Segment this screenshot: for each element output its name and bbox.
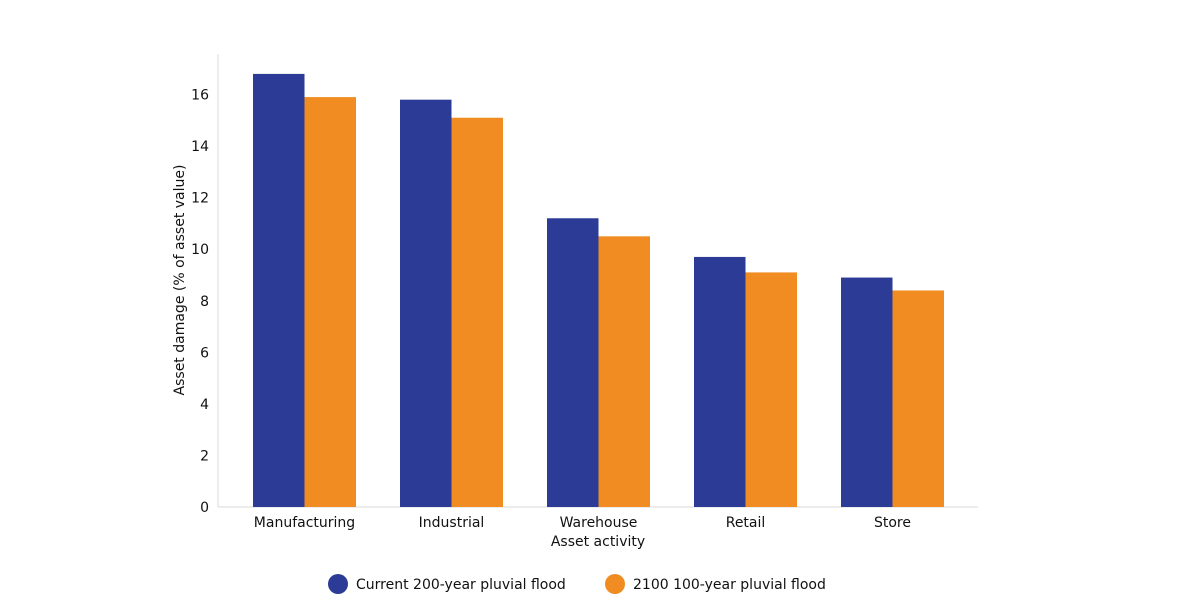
y-tick-label-14: 14 (191, 139, 209, 155)
legend-swatch-current-200-year (328, 574, 348, 594)
x-tick-label-retail: Retail (726, 515, 766, 531)
bar-industrial-series-0 (400, 99, 452, 508)
y-axis-title: Asset damage (% of asset value) (172, 165, 188, 396)
legend-label-current-200-year: Current 200-year pluvial flood (356, 577, 566, 593)
y-tick-label-4: 4 (200, 397, 209, 413)
bars (253, 73, 944, 508)
bar-retail-series-1 (745, 272, 797, 507)
y-tick-label-6: 6 (200, 345, 209, 361)
y-tick-label-2: 2 (200, 448, 209, 464)
x-axis-title: Asset activity (551, 534, 645, 550)
legend: Current 200-year pluvial flood 2100 100-… (328, 574, 826, 594)
x-tick-label-industrial: Industrial (419, 515, 485, 531)
legend-swatch-2100-100-year (605, 574, 625, 594)
y-tick-label-0: 0 (200, 500, 209, 516)
y-tick-label-8: 8 (200, 294, 209, 310)
bar-manufacturing-series-0 (253, 73, 305, 507)
y-tick-label-16: 16 (191, 88, 209, 104)
legend-item-2100-100-year: 2100 100-year pluvial flood (605, 574, 826, 594)
bar-warehouse-series-1 (598, 236, 650, 507)
bar-industrial-series-1 (451, 117, 503, 508)
bar-warehouse-series-0 (547, 218, 599, 507)
x-tick-labels: Manufacturing Industrial Warehouse Retail St… (254, 515, 911, 531)
legend-item-current-200-year: Current 200-year pluvial flood (328, 574, 566, 594)
bar-retail-series-0 (694, 256, 746, 507)
y-tick-label-12: 12 (191, 191, 209, 207)
x-tick-label-store: Store (874, 515, 911, 531)
legend-label-2100-100-year: 2100 100-year pluvial flood (633, 577, 826, 593)
y-tick-labels: 0 2 4 6 8 10 12 14 16 (191, 88, 209, 516)
bar-store-series-0 (841, 277, 893, 507)
x-tick-label-manufacturing: Manufacturing (254, 515, 355, 531)
y-tick-label-10: 10 (191, 242, 209, 258)
bar-store-series-1 (892, 290, 944, 507)
x-tick-label-warehouse: Warehouse (560, 515, 638, 531)
bar-manufacturing-series-1 (304, 97, 356, 508)
